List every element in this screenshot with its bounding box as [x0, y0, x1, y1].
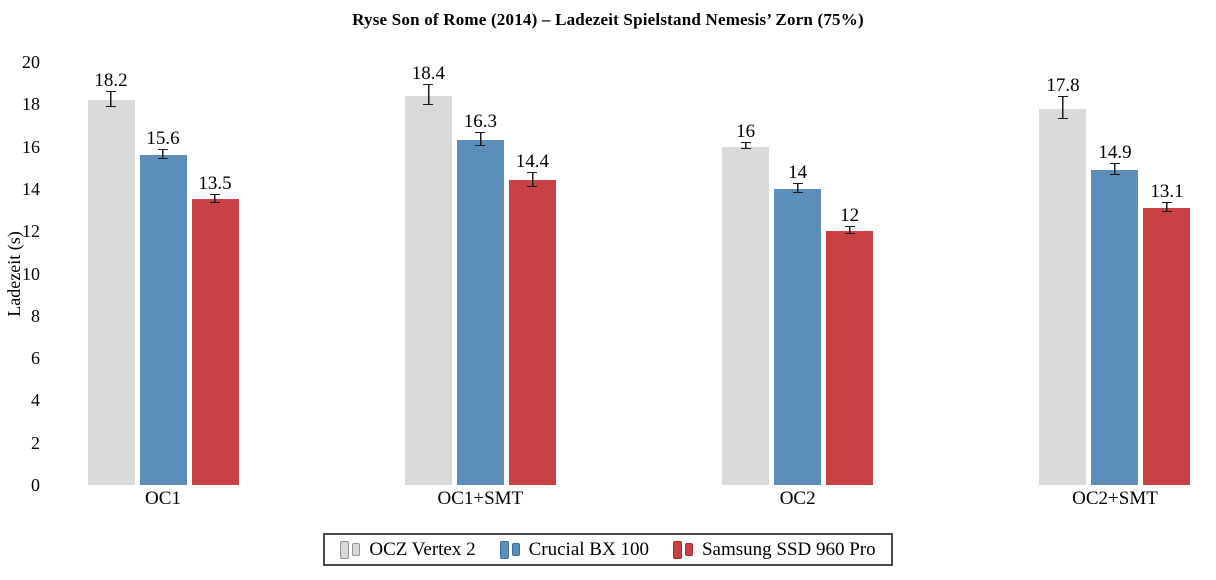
- legend-marker-bar: [352, 543, 361, 556]
- bar: [404, 95, 452, 485]
- legend-marker-bar: [672, 540, 682, 559]
- error-bar: [106, 90, 116, 108]
- legend-marker-bar: [511, 543, 520, 556]
- y-axis-ticks: 0 2 4 6 8 10 12 14 16 18 20: [0, 53, 46, 494]
- legend-marker-bar: [684, 543, 693, 556]
- y-tick-label: 4: [31, 390, 40, 411]
- bar-slot: 14.9: [1091, 62, 1139, 485]
- error-bar: [210, 194, 220, 203]
- legend-item: Crucial BX 100: [499, 539, 649, 560]
- bar-slot: 13.1: [1143, 62, 1191, 485]
- bar-value-label: 16.3: [463, 111, 497, 133]
- error-bar: [740, 142, 751, 150]
- bar-group: 18.4 16.3 14.4 OC1+SMT: [403, 62, 557, 509]
- x-category-label: OC1+SMT: [437, 488, 524, 509]
- bar-slot: 16: [722, 62, 770, 485]
- bar-value-label: 13.1: [1150, 181, 1184, 203]
- legend-item-label: Samsung SSD 960 Pro: [701, 539, 876, 560]
- bar: [774, 188, 822, 485]
- bar-value-label: 12: [840, 205, 860, 227]
- bar-value-label: 13.5: [198, 173, 232, 195]
- error-bar: [527, 172, 538, 187]
- bar: [508, 180, 556, 485]
- legend-marker-bar: [499, 540, 509, 559]
- legend-marker-icon: [672, 540, 693, 559]
- bar-slot: 13.5: [191, 62, 239, 485]
- chart-area: Ladezeit (s) 0 2 4 6 8 10 12 14 16 18 20 18.2 15.6 1…: [0, 53, 1216, 509]
- bar-value-label: 18.2: [94, 69, 128, 91]
- bar: [87, 100, 135, 485]
- x-category-label: OC1: [145, 488, 181, 509]
- legend-marker-bar: [340, 540, 350, 559]
- bar-slot: 12: [826, 62, 874, 485]
- bar-slot: 18.2: [87, 62, 135, 485]
- bar: [1143, 207, 1191, 485]
- legend: OCZ Vertex 2 Crucial BX 100 Samsung SSD 96…: [323, 533, 893, 566]
- error-bar: [475, 132, 486, 147]
- error-bar: [1109, 163, 1120, 175]
- error-bar: [844, 226, 855, 235]
- bar-value-label: 14: [788, 162, 808, 184]
- legend-marker-icon: [499, 540, 520, 559]
- bar-value-label: 18.4: [411, 63, 445, 85]
- bar-slot: 14: [774, 62, 822, 485]
- bar: [1091, 169, 1139, 485]
- bar-slot: 15.6: [139, 62, 187, 485]
- x-category-label: OC2+SMT: [1072, 488, 1158, 509]
- bar-chart: Ryse Son of Rome (2014) – Ladezeit Spiel…: [0, 8, 1216, 566]
- legend-item: Samsung SSD 960 Pro: [672, 539, 876, 560]
- y-tick-label: 14: [22, 178, 40, 199]
- x-category-label: OC2: [779, 488, 816, 509]
- bar-group: 18.2 15.6 13.5 OC1: [86, 62, 240, 509]
- bar-value-label: 15.6: [146, 127, 180, 149]
- bar-group: 17.8 14.9 13.1 OC2+SMT: [1038, 62, 1192, 509]
- bar-value-label: 17.8: [1046, 74, 1080, 96]
- y-tick-label: 6: [31, 348, 40, 369]
- bar: [191, 199, 239, 485]
- bar-value-label: 14.9: [1098, 142, 1132, 164]
- legend-item: OCZ Vertex 2: [340, 539, 476, 560]
- bar-group: 16 14 12 OC2: [721, 62, 875, 509]
- error-bar: [158, 148, 168, 160]
- y-tick-label: 12: [22, 221, 40, 242]
- bar-slot: 17.8: [1039, 62, 1087, 485]
- y-tick-label: 18: [22, 94, 40, 115]
- chart-title: Ryse Son of Rome (2014) – Ladezeit Spiel…: [352, 10, 864, 29]
- bar: [139, 155, 187, 485]
- error-bar: [1161, 202, 1172, 212]
- bar-value-label: 14.4: [515, 151, 549, 173]
- plot-area: 18.2 15.6 13.5 OC1 18.4 16.3 14.4 OC1+SMT 16 14 12…: [64, 62, 1192, 509]
- bar-slot: 18.4: [404, 62, 452, 485]
- error-bar: [792, 183, 803, 193]
- y-tick-label: 10: [22, 263, 40, 284]
- bar-slot: 16.3: [456, 62, 504, 485]
- bar: [722, 146, 770, 485]
- error-bar: [423, 84, 434, 106]
- y-tick-label: 0: [31, 475, 40, 495]
- error-bar: [1057, 95, 1068, 120]
- bar-value-label: 16: [736, 121, 756, 143]
- y-tick-label: 16: [22, 136, 40, 157]
- legend-item-label: OCZ Vertex 2: [369, 539, 476, 560]
- bar-slot: 14.4: [508, 62, 556, 485]
- bar: [826, 231, 874, 485]
- bar: [456, 140, 504, 485]
- y-tick-label: 20: [22, 52, 40, 72]
- legend-item-label: Crucial BX 100: [528, 539, 649, 560]
- y-tick-label: 8: [31, 305, 40, 326]
- legend-marker-icon: [340, 540, 361, 559]
- bar: [1039, 108, 1087, 485]
- y-tick-label: 2: [31, 432, 40, 453]
